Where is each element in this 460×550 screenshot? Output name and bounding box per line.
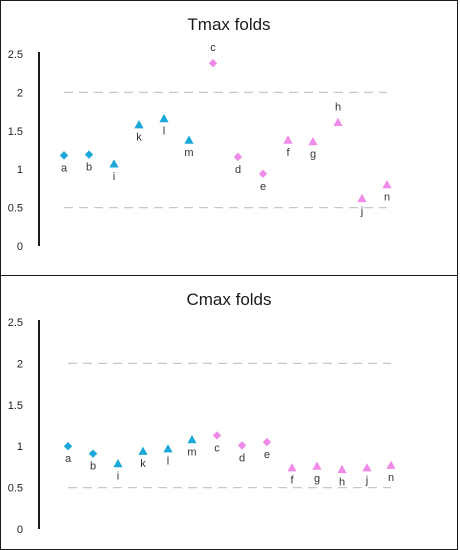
y-tick-label: 0 xyxy=(17,524,23,536)
data-point-j xyxy=(362,463,372,472)
data-point-h xyxy=(337,464,347,474)
data-label-j: j xyxy=(360,205,363,217)
data-point-l xyxy=(163,444,173,453)
y-tick-label: 2 xyxy=(17,87,23,99)
data-point-e xyxy=(262,437,272,447)
data-label-g: g xyxy=(310,149,316,161)
y-tick-label: 0.5 xyxy=(8,483,23,495)
data-point-i xyxy=(113,458,123,468)
data-label-a: a xyxy=(61,162,68,174)
data-label-l: l xyxy=(167,456,169,468)
data-label-f: f xyxy=(286,147,290,159)
chart-title: Cmax folds xyxy=(186,290,272,309)
data-label-k: k xyxy=(140,458,146,470)
data-label-h: h xyxy=(335,101,341,113)
data-point-a xyxy=(63,442,73,451)
data-label-c: c xyxy=(210,42,216,54)
data-label-h: h xyxy=(339,476,345,488)
data-label-n: n xyxy=(388,472,394,484)
data-label-n: n xyxy=(384,192,390,204)
data-point-n xyxy=(386,460,396,469)
data-point-l xyxy=(159,113,169,123)
y-tick-label: 1.5 xyxy=(8,126,23,138)
data-label-j: j xyxy=(365,475,368,487)
data-point-k xyxy=(134,120,144,129)
data-point-m xyxy=(187,434,197,444)
data-point-d xyxy=(233,152,243,162)
data-label-f: f xyxy=(290,475,294,487)
data-point-g xyxy=(308,136,318,146)
data-label-c: c xyxy=(214,442,220,454)
data-label-e: e xyxy=(264,449,270,461)
data-label-b: b xyxy=(90,461,96,473)
data-point-c xyxy=(212,431,222,440)
tmax-plot-area: 0 0.5 1 1.5 2 2.5 a b i k l m c d e f g h j n xyxy=(8,42,392,253)
y-tick-label: 1 xyxy=(17,441,23,453)
data-point-e xyxy=(258,169,268,179)
data-label-g: g xyxy=(314,473,320,485)
y-tick-label: 2.5 xyxy=(8,317,23,329)
data-label-d: d xyxy=(235,164,241,176)
data-point-g xyxy=(312,461,322,470)
y-tick-label: 1.5 xyxy=(8,400,23,412)
data-point-n xyxy=(382,179,392,189)
cmax-chart-panel: Cmax folds 0 0.5 1 1.5 2 2.5 a b i k l m c d e f g h j n xyxy=(0,275,458,550)
data-label-m: m xyxy=(184,147,193,159)
y-tick-label: 2.5 xyxy=(8,49,23,61)
data-point-k xyxy=(138,446,148,455)
data-point-a xyxy=(59,151,69,160)
data-point-b xyxy=(84,150,94,159)
y-tick-label: 2 xyxy=(17,358,23,370)
data-point-f xyxy=(283,135,293,144)
data-point-c xyxy=(208,59,218,68)
chart-title: Tmax folds xyxy=(187,15,271,34)
data-label-e: e xyxy=(260,181,266,193)
y-tick-label: 1 xyxy=(17,164,23,176)
data-label-l: l xyxy=(163,126,165,138)
data-point-b xyxy=(88,449,98,458)
tmax-chart-panel: Tmax folds 0 0.5 1 1.5 2 2.5 a b i k l m c d e f g h j n xyxy=(0,0,458,276)
data-label-b: b xyxy=(86,162,92,174)
data-point-d xyxy=(237,441,247,450)
data-point-f xyxy=(287,463,297,472)
data-point-m xyxy=(184,135,194,144)
data-point-h xyxy=(333,117,343,127)
data-label-k: k xyxy=(136,132,142,144)
data-label-m: m xyxy=(187,447,196,459)
data-point-i xyxy=(109,159,119,168)
data-point-j xyxy=(357,193,367,203)
data-label-i: i xyxy=(117,471,119,483)
data-label-i: i xyxy=(113,171,115,183)
y-tick-label: 0.5 xyxy=(8,203,23,215)
data-label-d: d xyxy=(239,452,245,464)
cmax-plot-area: 0 0.5 1 1.5 2 2.5 a b i k l m c d e f g h j n xyxy=(8,317,396,536)
data-label-a: a xyxy=(65,453,72,465)
y-tick-label: 0 xyxy=(17,241,23,253)
